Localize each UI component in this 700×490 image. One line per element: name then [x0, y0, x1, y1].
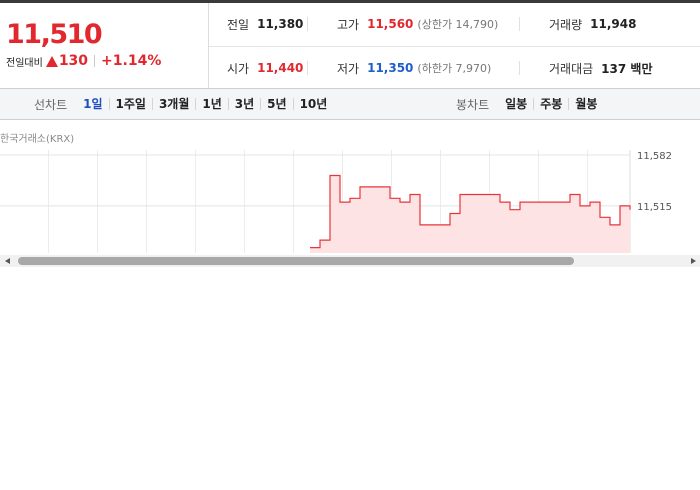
- stats: 전일 11,380 고가 11,560 (상한가 14,790) 거래량 11,948 시가 1…: [209, 3, 700, 88]
- stat-cell: 시가 11,440: [227, 47, 303, 89]
- candle-tab[interactable]: 월봉: [568, 98, 603, 110]
- candle-tab[interactable]: 일봉: [505, 97, 528, 111]
- stat-label: 전일: [227, 17, 250, 32]
- stat-label: 시가: [227, 61, 250, 76]
- quote-box: 11,510 전일대비 130 +1.14%: [0, 3, 209, 88]
- period-tab[interactable]: 1일: [83, 97, 103, 111]
- tab-group-label: 선차트: [34, 97, 68, 112]
- stat-value: 11,440: [257, 61, 304, 75]
- period-tab[interactable]: 10년: [292, 98, 334, 110]
- stat-note: (상한가 14,790): [417, 18, 499, 31]
- stat-label: 고가: [337, 17, 360, 32]
- stat-cell: 거래량 11,948: [549, 3, 636, 45]
- stat-value: 11,948: [590, 17, 637, 31]
- stats-row: 전일 11,380 고가 11,560 (상한가 14,790) 거래량 11,948: [209, 3, 700, 45]
- scroll-right[interactable]: [691, 258, 696, 264]
- stat-value: 11,350: [367, 61, 414, 75]
- period-tab[interactable]: 1년: [195, 98, 227, 110]
- period-tab[interactable]: 3개월: [151, 98, 195, 110]
- stat-label: 저가: [337, 61, 360, 76]
- price: 11,510: [6, 19, 103, 50]
- candle-tabs: 봉차트 일봉 주봉 월봉: [456, 89, 603, 119]
- column-separator: [307, 17, 308, 31]
- stat-cell: 거래대금 137 백만: [549, 47, 652, 89]
- column-separator: [519, 17, 520, 31]
- source: 한국거래소(KRX): [0, 134, 75, 145]
- column-separator: [519, 61, 520, 75]
- stat-cell: 저가 11,350 (하한가 7,970): [337, 47, 491, 89]
- top-border: [0, 0, 700, 3]
- candle-tab[interactable]: 주봉: [533, 98, 568, 110]
- stat-cell: 전일 11,380: [227, 3, 303, 45]
- price-line: [310, 174, 631, 249]
- stat-value: 11,560: [367, 17, 414, 31]
- separator: [94, 55, 96, 67]
- change-row: 전일대비 130 +1.14%: [6, 53, 161, 69]
- chart-area: 11,582 11,515 11,449: [0, 150, 700, 253]
- stat-value: 11,380: [257, 17, 304, 31]
- scroll-thumb[interactable]: [18, 257, 574, 265]
- y-tick-label: 11,449: [637, 252, 672, 253]
- period-tab[interactable]: 3년: [227, 98, 260, 110]
- tab-bar: 선차트 1일 1주일 3개월 1년 3년 5년 10년 봉차트 일봉 주봉 월봉: [0, 88, 700, 120]
- up-icon: [45, 55, 58, 67]
- stat-label: 거래량: [549, 17, 583, 32]
- stat-label: 거래대금: [549, 61, 594, 76]
- y-tick-label: 11,582: [637, 151, 672, 162]
- price-area: [310, 175, 630, 253]
- stat-cell: 고가 11,560 (상한가 14,790): [337, 3, 498, 45]
- change-rate: +1.14%: [101, 53, 162, 69]
- y-tick-label: 11,515: [637, 202, 672, 213]
- period-tab[interactable]: 5년: [260, 98, 292, 110]
- change: 130: [58, 53, 89, 69]
- line-tabs: 선차트 1일 1주일 3개월 1년 3년 5년 10년: [34, 89, 333, 119]
- stats-row: 시가 11,440 저가 11,350 (하한가 7,970) 거래대금 137 백만: [209, 46, 700, 89]
- scroll-left[interactable]: [5, 258, 10, 264]
- scrollbar[interactable]: [0, 255, 700, 267]
- tab-group-label: 봉차트: [456, 97, 490, 112]
- stat-value: 137 백만: [601, 61, 653, 76]
- stat-note: (하한가 7,970): [417, 62, 492, 75]
- change-label: 전일대비: [6, 57, 43, 69]
- period-tab[interactable]: 1주일: [108, 98, 152, 110]
- column-separator: [307, 61, 308, 75]
- chart: 11,582 11,515 11,449: [0, 150, 672, 253]
